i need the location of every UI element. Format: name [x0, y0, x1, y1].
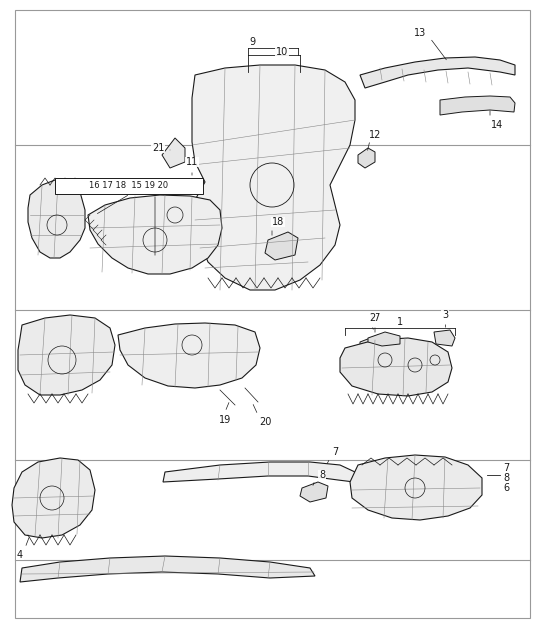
- Polygon shape: [434, 330, 455, 346]
- Text: 14: 14: [491, 120, 503, 130]
- Text: 1: 1: [397, 317, 403, 327]
- Polygon shape: [118, 323, 260, 388]
- Polygon shape: [18, 315, 115, 395]
- Text: 20: 20: [259, 417, 271, 427]
- Text: 7: 7: [503, 463, 509, 473]
- Polygon shape: [163, 462, 355, 482]
- Text: 3: 3: [442, 310, 448, 320]
- Text: 13: 13: [414, 28, 426, 38]
- Text: 11: 11: [186, 157, 198, 167]
- Polygon shape: [340, 338, 452, 396]
- Polygon shape: [360, 335, 390, 362]
- Polygon shape: [28, 180, 85, 258]
- Polygon shape: [162, 138, 185, 168]
- Polygon shape: [88, 195, 222, 274]
- Polygon shape: [368, 332, 400, 346]
- Text: 7: 7: [332, 447, 338, 457]
- Text: 19: 19: [219, 415, 231, 425]
- Text: 12: 12: [369, 130, 381, 140]
- Text: 8: 8: [503, 473, 509, 483]
- Bar: [55, 178, 203, 194]
- Polygon shape: [360, 57, 515, 88]
- Polygon shape: [265, 232, 298, 260]
- Text: 21: 21: [152, 143, 164, 153]
- Text: 2: 2: [369, 313, 375, 323]
- Polygon shape: [192, 65, 355, 290]
- Text: 6: 6: [503, 483, 509, 493]
- Text: 16 17 18  15 19 20: 16 17 18 15 19 20: [89, 181, 168, 190]
- Text: 10: 10: [276, 47, 288, 57]
- Polygon shape: [300, 482, 328, 502]
- Polygon shape: [440, 96, 515, 115]
- Text: 17: 17: [369, 313, 381, 323]
- Text: 18: 18: [272, 217, 284, 227]
- Polygon shape: [20, 556, 315, 582]
- Text: 8: 8: [319, 470, 325, 480]
- Text: 9: 9: [249, 37, 255, 47]
- Text: 4: 4: [17, 550, 23, 560]
- Polygon shape: [358, 148, 375, 168]
- Polygon shape: [350, 455, 482, 520]
- Polygon shape: [12, 458, 95, 538]
